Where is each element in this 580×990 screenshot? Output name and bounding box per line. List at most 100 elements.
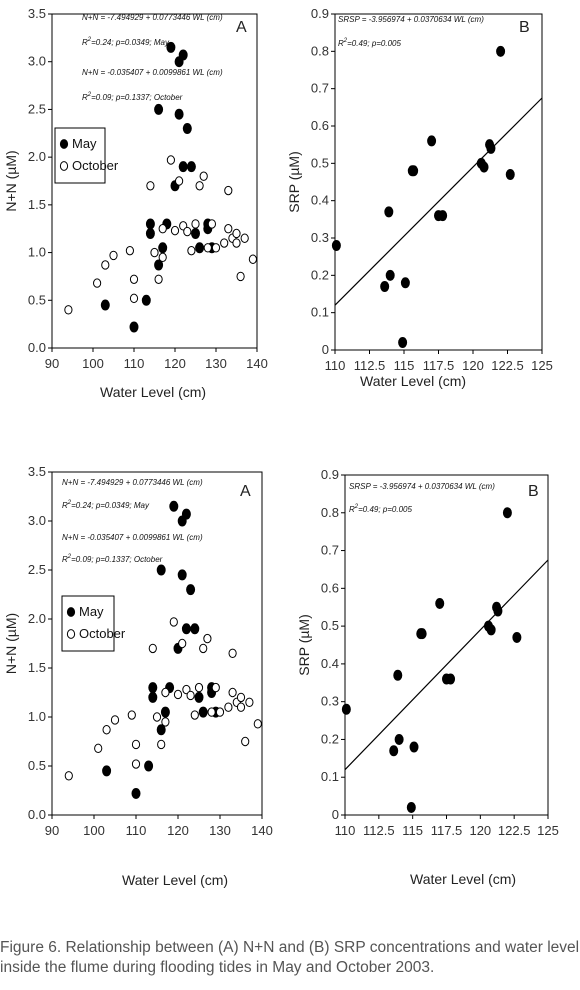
y-tick-label: 0.9 (311, 6, 329, 21)
data-point-open (150, 247, 159, 258)
data-point-filled (486, 142, 496, 154)
data-point-open (129, 274, 139, 284)
data-point-open (158, 224, 167, 234)
x-tick-label: 112.5 (363, 823, 395, 838)
data-point-filled (156, 724, 166, 736)
y-tick-label: 3.5 (28, 6, 46, 21)
regression-annotation: SRSP = -3.956974 + 0.0370634 WL (cm) (349, 482, 495, 491)
data-point-filled (409, 741, 419, 753)
data-point-filled (394, 733, 404, 745)
data-point-filled (194, 691, 204, 703)
y-tick-label: 2.0 (28, 611, 46, 626)
x-tick-label: 117.5 (431, 823, 463, 838)
panel-a-1: 0.0 0.5 1.0 1.5 2.0 2.5 3.0 3.5 90 100 110 120 130 14… (3, 464, 273, 888)
data-point-filled (178, 49, 188, 61)
y-tick-label: 2.5 (28, 562, 46, 577)
data-point-open (146, 181, 155, 191)
x-axis-label: Water Level (cm) (100, 384, 206, 400)
data-point-open (195, 181, 204, 191)
y-tick-label: 0.1 (311, 305, 329, 320)
data-point-filled (198, 706, 208, 718)
x-tick-label: 120 (462, 358, 484, 373)
y-tick-label: 0.5 (28, 292, 46, 307)
legend-label: May (72, 136, 97, 151)
panel-a-0: 0.0 0.5 1.0 1.5 2.0 2.5 3.0 3.5 90 100 110 120 130 14… (3, 6, 268, 400)
data-point-open (93, 278, 102, 288)
y-tick-label: 3.0 (28, 513, 46, 528)
data-point-open (173, 689, 183, 700)
y-tick-label: 0.1 (321, 769, 339, 784)
data-point-filled (493, 605, 503, 617)
data-point-filled (177, 569, 187, 581)
regression-annotation: N+N = -7.494929 + 0.0773446 WL (cm) (82, 13, 223, 22)
x-tick-label: 120 (469, 823, 491, 838)
data-point-open (161, 717, 170, 727)
data-point-filled (156, 564, 166, 576)
data-point-filled (191, 227, 200, 239)
plot-frame (344, 474, 549, 816)
data-point-filled (385, 269, 395, 281)
data-point-filled (144, 760, 154, 772)
data-point-filled (331, 239, 341, 251)
regression-line (334, 97, 543, 306)
x-tick-label: 110 (126, 823, 147, 838)
data-point-filled (438, 210, 448, 222)
plot-frame (51, 13, 258, 349)
data-point-open (109, 250, 118, 261)
y-tick-label: 1.0 (28, 709, 46, 724)
y-tick-label: 1.5 (28, 197, 46, 212)
x-tick-label: 110 (325, 358, 346, 373)
data-point-filled (398, 337, 408, 349)
data-point-open (152, 712, 162, 722)
data-point-open (199, 171, 208, 181)
data-point-open (169, 617, 178, 627)
data-point-filled (393, 669, 403, 681)
data-point-open (148, 643, 157, 654)
data-point-filled (389, 745, 399, 757)
regression-annotation: R2=0.24; p=0.0349; May (82, 37, 170, 47)
x-tick-label: 100 (82, 356, 104, 371)
legend-box (61, 595, 115, 652)
legend-label: October (72, 158, 119, 173)
data-point-filled (181, 623, 191, 635)
data-point-open (245, 697, 254, 707)
y-tick-label: 1.5 (28, 660, 46, 675)
x-tick-label: 130 (205, 356, 227, 371)
data-point-open (224, 702, 233, 712)
x-tick-label: 110 (335, 823, 356, 838)
data-point-open (211, 682, 220, 693)
legend-marker-filled (59, 139, 69, 149)
y-tick-label: 0.8 (321, 505, 339, 520)
y-tick-label: 0.0 (28, 807, 46, 822)
legend-label: October (79, 626, 126, 641)
y-tick-label: 0.6 (321, 580, 339, 595)
data-point-filled (169, 500, 179, 512)
data-point-open (175, 176, 184, 186)
data-point-open (236, 271, 245, 282)
data-point-open (64, 771, 73, 781)
data-point-filled (174, 108, 184, 120)
x-tick-label: 117.5 (423, 358, 455, 373)
data-point-filled (502, 507, 512, 519)
data-point-open (207, 219, 216, 229)
data-point-filled (380, 281, 390, 293)
data-point-filled (409, 165, 419, 177)
data-point-filled (182, 123, 192, 135)
figure-canvas: 0.0 0.5 1.0 1.5 2.0 2.5 3.0 3.5 90 100 110 120 130 14… (3, 6, 559, 888)
data-point-open (183, 226, 192, 237)
data-point-open (207, 707, 216, 717)
x-tick-label: 122.5 (491, 358, 524, 373)
y-tick-label: 0.9 (321, 467, 339, 482)
panel-letter: A (240, 483, 251, 500)
data-point-filled (486, 624, 496, 636)
data-point-open (232, 238, 241, 248)
x-tick-label: 115 (394, 358, 415, 373)
data-point-open (178, 638, 187, 649)
data-point-filled (512, 631, 522, 643)
data-point-open (248, 254, 257, 264)
data-point-open (236, 692, 246, 703)
legend-marker-open (59, 161, 69, 171)
data-point-filled (178, 161, 188, 173)
data-point-filled (479, 161, 489, 173)
x-tick-label: 112.5 (354, 358, 386, 373)
